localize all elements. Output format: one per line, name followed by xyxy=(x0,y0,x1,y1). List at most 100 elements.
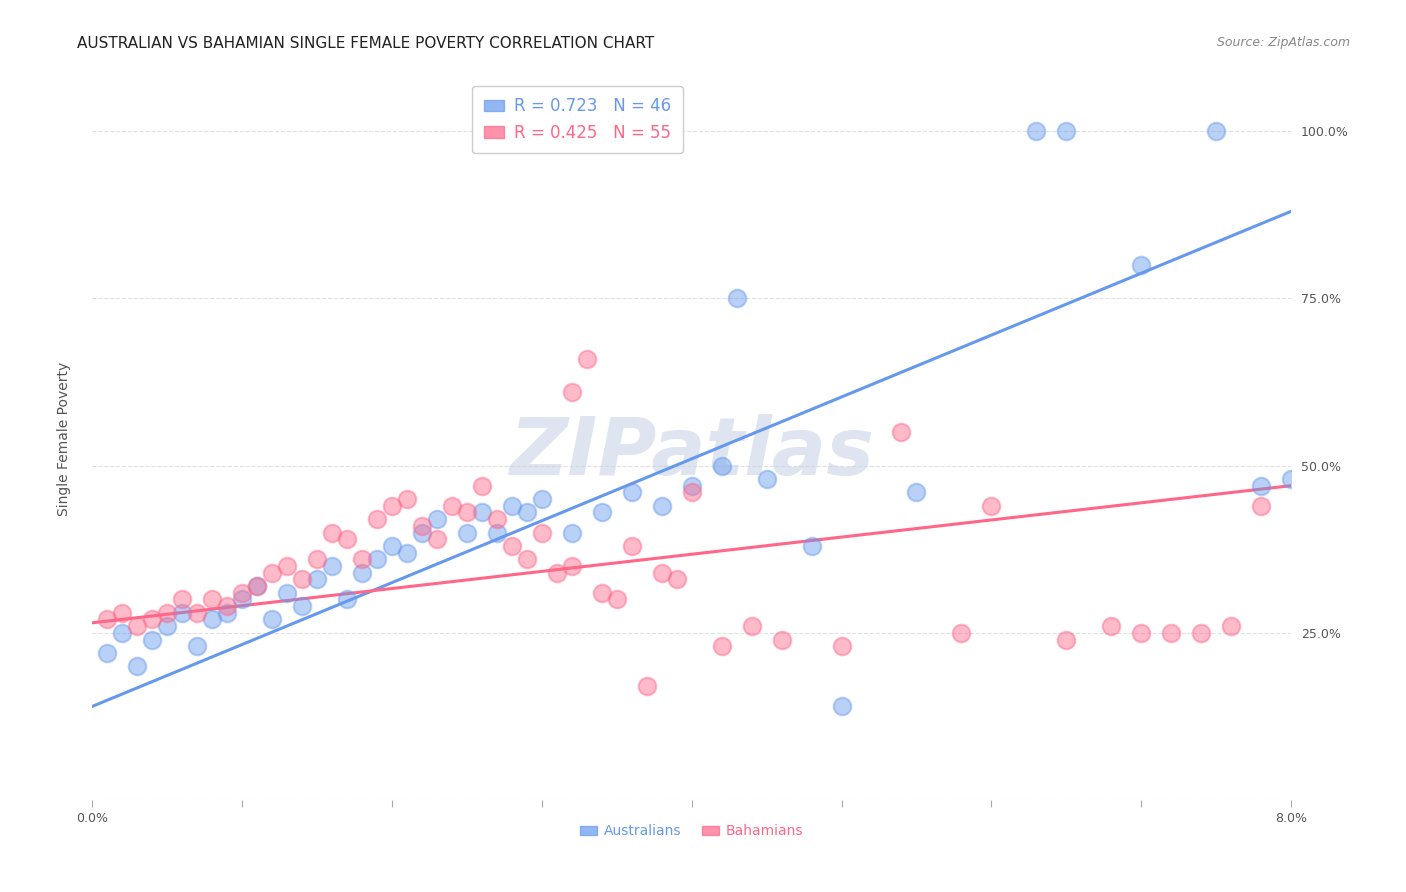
Point xyxy=(530,491,553,506)
Point xyxy=(141,613,163,627)
Point xyxy=(1054,632,1077,647)
Point xyxy=(96,646,118,660)
Point xyxy=(1160,626,1182,640)
Point xyxy=(636,680,658,694)
Point xyxy=(305,552,328,566)
Point xyxy=(305,572,328,586)
Point xyxy=(831,640,853,654)
Point xyxy=(546,566,568,580)
Point xyxy=(561,558,583,573)
Point xyxy=(1220,619,1243,633)
Point xyxy=(411,525,433,540)
Point xyxy=(575,351,598,366)
Point xyxy=(381,539,404,553)
Point xyxy=(1130,258,1153,272)
Point xyxy=(800,539,823,553)
Point xyxy=(260,566,283,580)
Point xyxy=(1250,478,1272,492)
Point xyxy=(111,626,134,640)
Legend: Australians, Bahamians: Australians, Bahamians xyxy=(575,819,808,844)
Point xyxy=(156,606,179,620)
Point xyxy=(501,499,523,513)
Point xyxy=(231,585,253,599)
Point xyxy=(381,499,404,513)
Point xyxy=(890,425,912,439)
Text: ZIPatlas: ZIPatlas xyxy=(509,414,875,492)
Point xyxy=(1054,124,1077,138)
Point xyxy=(905,485,928,500)
Point xyxy=(501,539,523,553)
Point xyxy=(125,659,148,673)
Point xyxy=(741,619,763,633)
Text: AUSTRALIAN VS BAHAMIAN SINGLE FEMALE POVERTY CORRELATION CHART: AUSTRALIAN VS BAHAMIAN SINGLE FEMALE POV… xyxy=(77,36,655,51)
Point xyxy=(111,606,134,620)
Point xyxy=(980,499,1002,513)
Point xyxy=(1025,124,1047,138)
Point xyxy=(395,545,418,559)
Text: Source: ZipAtlas.com: Source: ZipAtlas.com xyxy=(1216,36,1350,49)
Point xyxy=(1250,499,1272,513)
Point xyxy=(770,632,793,647)
Point xyxy=(395,491,418,506)
Point xyxy=(170,592,193,607)
Point xyxy=(426,512,449,526)
Point xyxy=(516,552,538,566)
Point xyxy=(681,478,703,492)
Point xyxy=(350,552,373,566)
Point xyxy=(291,572,314,586)
Point xyxy=(725,291,748,305)
Point xyxy=(620,539,643,553)
Point xyxy=(1099,619,1122,633)
Point xyxy=(170,606,193,620)
Point xyxy=(366,552,388,566)
Point xyxy=(1189,626,1212,640)
Y-axis label: Single Female Poverty: Single Female Poverty xyxy=(58,361,72,516)
Point xyxy=(186,606,208,620)
Point xyxy=(246,579,269,593)
Point xyxy=(260,613,283,627)
Point xyxy=(156,619,179,633)
Point xyxy=(276,585,298,599)
Point xyxy=(125,619,148,633)
Point xyxy=(651,499,673,513)
Point xyxy=(321,558,343,573)
Point xyxy=(755,472,778,486)
Point xyxy=(350,566,373,580)
Point xyxy=(246,579,269,593)
Point xyxy=(471,505,494,519)
Point xyxy=(1279,472,1302,486)
Point xyxy=(276,558,298,573)
Point xyxy=(591,585,613,599)
Point xyxy=(950,626,973,640)
Point xyxy=(651,566,673,580)
Point xyxy=(201,613,224,627)
Point xyxy=(606,592,628,607)
Point xyxy=(620,485,643,500)
Point xyxy=(471,478,494,492)
Point xyxy=(336,592,359,607)
Point xyxy=(710,458,733,473)
Point xyxy=(530,525,553,540)
Point xyxy=(186,640,208,654)
Point xyxy=(291,599,314,614)
Point xyxy=(215,599,238,614)
Point xyxy=(456,525,478,540)
Point xyxy=(215,606,238,620)
Point xyxy=(411,518,433,533)
Point xyxy=(440,499,463,513)
Point xyxy=(665,572,688,586)
Point xyxy=(336,532,359,546)
Point xyxy=(426,532,449,546)
Point xyxy=(681,485,703,500)
Point xyxy=(96,613,118,627)
Point xyxy=(561,525,583,540)
Point xyxy=(201,592,224,607)
Point xyxy=(710,640,733,654)
Point xyxy=(1130,626,1153,640)
Point xyxy=(831,699,853,714)
Point xyxy=(366,512,388,526)
Point xyxy=(485,512,508,526)
Point xyxy=(516,505,538,519)
Point xyxy=(1205,124,1227,138)
Point xyxy=(561,384,583,399)
